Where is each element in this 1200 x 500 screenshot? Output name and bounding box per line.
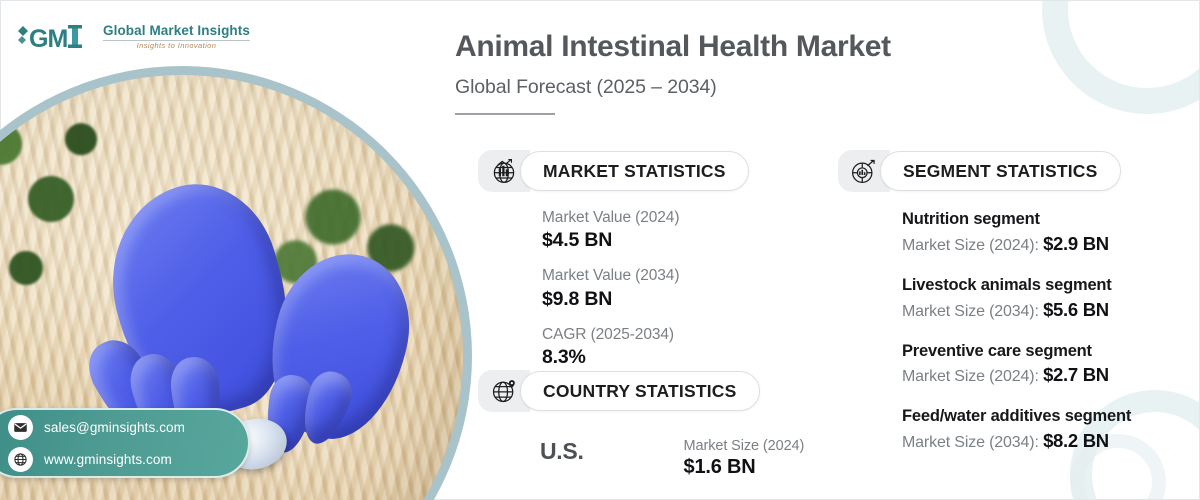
page-title: Animal Intestinal Health Market: [455, 30, 891, 63]
brand-rule: [103, 40, 250, 42]
market-row: Market Value (2034) $9.8 BN: [542, 266, 749, 311]
market-statistics-panel: MARKET STATISTICS Market Value (2024) $4…: [478, 150, 749, 370]
market-row-value: $9.8 BN: [542, 287, 613, 310]
country-size-block: Market Size (2024) $1.6 BN: [684, 438, 805, 479]
header-divider: [455, 112, 555, 115]
header: Animal Intestinal Health Market Global F…: [455, 30, 891, 115]
contact-badge: sales@gminsights.com www.gminsights.com: [0, 408, 250, 478]
segment-item: Nutrition segment Market Size (2024): $2…: [902, 210, 1131, 256]
market-row-label: Market Value (2024): [542, 209, 680, 226]
envelope-icon: [8, 414, 33, 440]
brand-logo-text: Global Market Insights Insights to Innov…: [103, 23, 250, 50]
brand-name: Global Market Insights: [103, 23, 250, 39]
segment-metric-value: $8.2 BN: [1043, 430, 1109, 452]
market-row: Market Value (2024) $4.5 BN: [542, 208, 749, 253]
segment-metric-line: Market Size (2024): $2.9 BN: [902, 232, 1131, 256]
foliage-left: [0, 107, 131, 337]
country-statistics-header: COUNTRY STATISTICS: [478, 370, 804, 412]
segment-metric-label: Market Size (2024):: [902, 368, 1044, 386]
market-statistics-header: MARKET STATISTICS: [478, 150, 749, 192]
contact-email-row[interactable]: sales@gminsights.com: [8, 414, 238, 440]
segment-metric-label: Market Size (2034):: [902, 434, 1044, 452]
segment-statistics-body: Nutrition segment Market Size (2024): $2…: [838, 210, 1131, 453]
segment-statistics-header: SEGMENT STATISTICS: [838, 150, 1131, 192]
segment-metric-value: $2.9 BN: [1043, 232, 1109, 254]
svg-text:GM: GM: [29, 25, 67, 52]
contact-website-row[interactable]: www.gminsights.com: [8, 446, 238, 472]
segment-metric-line: Market Size (2034): $8.2 BN: [902, 429, 1131, 453]
brand-tagline: Insights to Innovation: [136, 41, 217, 51]
segment-metric-value: $2.7 BN: [1043, 364, 1109, 386]
segment-statistics-panel: SEGMENT STATISTICS Nutrition segment Mar…: [838, 150, 1131, 453]
globe-icon: [8, 446, 33, 472]
segment-name: Feed/water additives segment: [902, 407, 1132, 426]
market-statistics-body: Market Value (2024) $4.5 BN Market Value…: [478, 208, 749, 370]
segment-name: Livestock animals segment: [902, 275, 1112, 294]
page-subtitle: Global Forecast (2025 – 2034): [455, 75, 717, 98]
segment-name: Preventive care segment: [902, 341, 1092, 360]
country-statistics-body: U.S. Market Size (2024) $1.6 BN: [478, 438, 804, 479]
segment-metric-value: $5.6 BN: [1043, 298, 1109, 320]
segment-item: Feed/water additives segment Market Size…: [902, 407, 1131, 453]
market-row-value: $4.5 BN: [542, 229, 613, 252]
market-statistics-label: MARKET STATISTICS: [520, 151, 749, 191]
country-size-value: $1.6 BN: [683, 456, 756, 478]
brand-logo[interactable]: GM Global Market Insights Insights to In…: [16, 22, 250, 52]
country-name: U.S.: [540, 438, 584, 464]
decorative-ring-top-right: [1042, 0, 1200, 114]
market-row: CAGR (2025-2034) 8.3%: [542, 325, 749, 370]
segment-item: Preventive care segment Market Size (202…: [902, 342, 1131, 388]
country-size-label: Market Size (2024): [683, 438, 805, 454]
contact-website-text: www.gminsights.com: [44, 451, 172, 467]
segment-statistics-label: SEGMENT STATISTICS: [880, 151, 1121, 191]
segment-metric-label: Market Size (2024):: [902, 236, 1044, 254]
segment-metric-line: Market Size (2024): $2.7 BN: [902, 363, 1131, 387]
market-row-label: CAGR (2025-2034): [542, 325, 674, 343]
segment-name: Nutrition segment: [902, 210, 1040, 228]
market-row-label: Market Value (2034): [542, 267, 680, 285]
contact-email-text: sales@gminsights.com: [44, 419, 186, 435]
segment-metric-label: Market Size (2034):: [902, 302, 1044, 320]
segment-metric-line: Market Size (2034): $5.6 BN: [902, 298, 1131, 322]
country-statistics-label: COUNTRY STATISTICS: [520, 371, 760, 411]
market-row-value: 8.3%: [542, 346, 586, 369]
country-statistics-panel: COUNTRY STATISTICS U.S. Market Size (202…: [478, 370, 804, 479]
segment-item: Livestock animals segment Market Size (2…: [902, 276, 1131, 322]
gmi-logo-icon: GM: [16, 22, 94, 52]
